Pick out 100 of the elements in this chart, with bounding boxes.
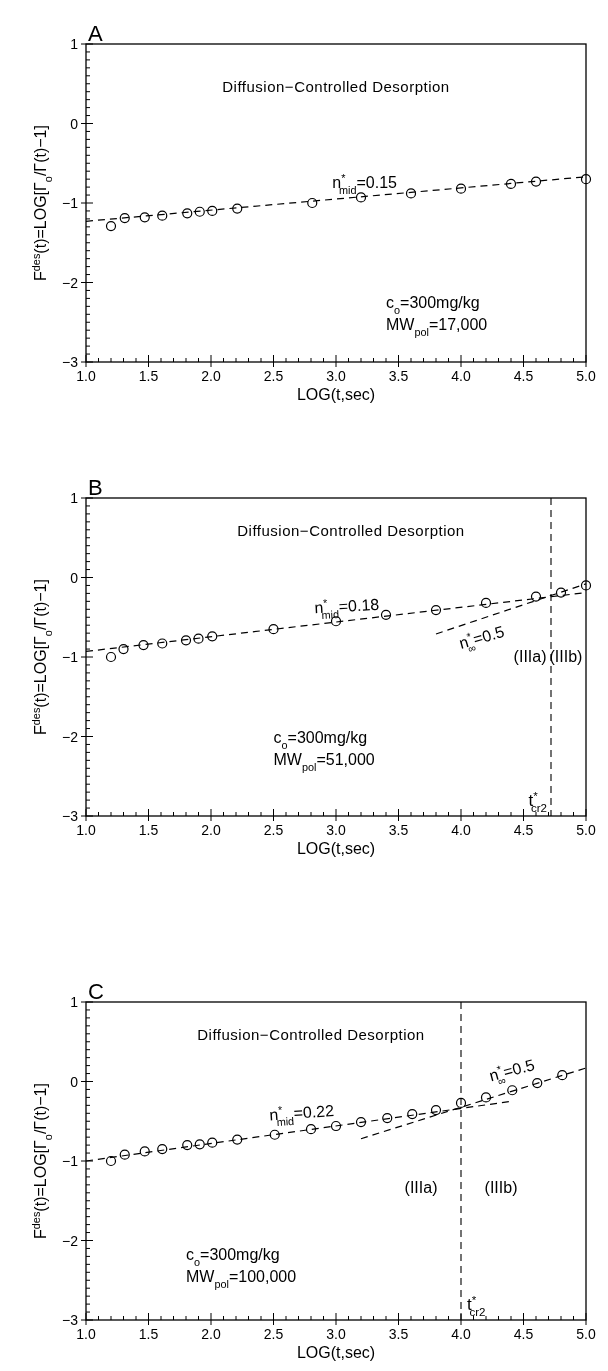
- point: [194, 1139, 205, 1150]
- point: [157, 1143, 168, 1155]
- point: [407, 1108, 418, 1120]
- y-tick-label: −1: [62, 1153, 79, 1169]
- point: [580, 580, 592, 591]
- x-tick-label: 4.5: [513, 822, 534, 838]
- point: [207, 1137, 218, 1148]
- y-tick-label: 0: [70, 115, 79, 132]
- x-tick-label: 4.0: [451, 368, 471, 384]
- x-tick-label: 1.5: [138, 1326, 159, 1342]
- point: [182, 1140, 193, 1151]
- point: [480, 1092, 492, 1103]
- x-tick-label: 3.5: [388, 822, 409, 838]
- x-tick-label: 3.5: [388, 368, 409, 384]
- annotation: (IIIb): [549, 647, 583, 665]
- x-axis-title: LOG(t,sec): [296, 1344, 376, 1361]
- annotation: (IIIa): [513, 647, 547, 665]
- x-tick-label: 1.5: [138, 368, 159, 384]
- point: [139, 1146, 150, 1157]
- y-tick-label: −3: [62, 354, 79, 370]
- annotation: MW$_{pol}$=51,000: [273, 751, 375, 774]
- point: [118, 643, 129, 655]
- annotation: (IIIb): [484, 1178, 518, 1196]
- point: [180, 635, 192, 646]
- point: [119, 1149, 130, 1160]
- x-tick-label: 1.5: [138, 822, 159, 838]
- x-tick-label: 2.5: [263, 1326, 284, 1342]
- point: [139, 212, 150, 223]
- y-tick-label: 1: [70, 994, 79, 1010]
- x-tick-label: 3.0: [326, 822, 346, 838]
- point: [305, 1124, 317, 1135]
- x-tick-label: 4.0: [451, 822, 471, 838]
- point: [557, 1070, 568, 1081]
- y-tick-label: −2: [62, 274, 79, 291]
- point: [193, 633, 204, 644]
- point: [455, 183, 467, 194]
- point: [105, 220, 117, 232]
- x-tick-label: 4.5: [513, 368, 534, 384]
- point: [105, 651, 117, 663]
- point: [555, 587, 567, 598]
- x-tick-label: 2.0: [201, 1326, 221, 1342]
- y-tick-label: −2: [62, 728, 79, 745]
- point: [119, 213, 130, 224]
- x-tick-label: 5.0: [576, 368, 596, 384]
- x-tick-label: 2.5: [263, 368, 284, 384]
- chart-title: A: [88, 21, 103, 46]
- annotation: c$_{o}$=300mg/kg: [386, 293, 480, 316]
- annotation: c$_{o}$=300mg/kg: [186, 1245, 280, 1268]
- x-tick-label: 2.5: [263, 822, 284, 838]
- point: [307, 197, 318, 209]
- y-tick-label: 1: [70, 490, 79, 506]
- point: [405, 188, 417, 199]
- point: [105, 1155, 117, 1167]
- annotation: (IIIa): [404, 1178, 438, 1196]
- point: [232, 203, 243, 214]
- point: [430, 605, 442, 616]
- annotation: n$^{*}$$_{mid}$=0.15: [332, 171, 398, 196]
- annotation: MW$_{pol}$=17,000: [386, 316, 488, 339]
- annotation: n$^{*}$$_{mid}$=0.18: [314, 595, 380, 621]
- y-tick-label: 1: [70, 36, 79, 52]
- point: [505, 178, 517, 190]
- point: [269, 1129, 280, 1140]
- x-tick-label: 3.0: [326, 1326, 346, 1342]
- point: [355, 1116, 367, 1128]
- point: [232, 1134, 243, 1145]
- x-tick-label: 5.0: [576, 1326, 596, 1342]
- point: [268, 624, 279, 635]
- x-tick-label: 3.5: [388, 1326, 409, 1342]
- x-tick-label: 1.0: [76, 1326, 96, 1342]
- point: [430, 1105, 442, 1116]
- point: [455, 1097, 467, 1109]
- point: [532, 1077, 543, 1089]
- y-tick-label: −3: [62, 808, 79, 824]
- point: [530, 176, 542, 187]
- x-tick-label: 5.0: [576, 822, 596, 838]
- point: [157, 638, 168, 649]
- chart-title: B: [88, 475, 103, 500]
- x-axis-title: LOG(t,sec): [296, 840, 376, 857]
- point: [530, 591, 542, 602]
- point: [207, 631, 218, 642]
- point: [207, 205, 218, 217]
- annotation: c$_{o}$=300mg/kg: [273, 728, 368, 751]
- y-tick-label: −2: [62, 1232, 79, 1249]
- y-tick-label: 0: [70, 569, 79, 586]
- text: Diffusion−Controlled Desorption: [222, 77, 450, 95]
- x-tick-label: 1.0: [76, 368, 96, 384]
- point: [157, 210, 168, 221]
- point: [182, 208, 193, 219]
- point: [380, 609, 392, 620]
- annotation: MW$_{pol}$=100,000: [186, 1267, 297, 1290]
- x-axis-title: LOG(t,sec): [296, 386, 376, 403]
- annotation: n$^{*}$$_{mid}$=0.22: [268, 1101, 335, 1128]
- point: [138, 639, 149, 651]
- text: Diffusion−Controlled Desorption: [237, 522, 465, 540]
- text: Diffusion−Controlled Desorption: [197, 1026, 425, 1044]
- point: [382, 1112, 393, 1124]
- y-tick-label: −3: [62, 1312, 79, 1328]
- x-tick-label: 3.0: [326, 368, 346, 384]
- x-tick-label: 4.0: [451, 1326, 471, 1342]
- point: [580, 174, 592, 185]
